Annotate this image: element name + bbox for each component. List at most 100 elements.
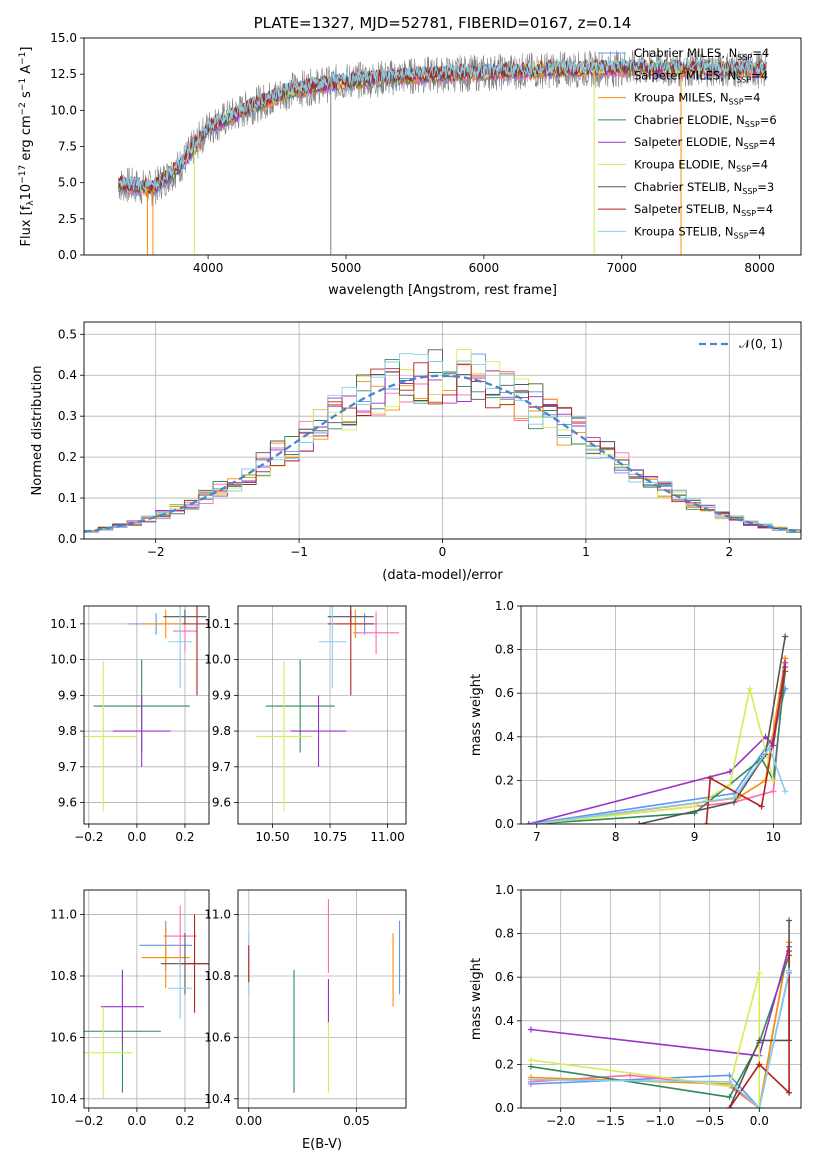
age-vs-Z-ytick-label: 9.8: [58, 724, 77, 738]
age-vs-Z-xtick-label: 0.2: [175, 830, 194, 844]
weight-vs-age-marker: [525, 821, 532, 824]
legend-sub: SSP: [741, 209, 756, 218]
spectrum-xtick-label: 5000: [331, 261, 362, 275]
weight-vs-Z-plot-area: [527, 917, 793, 1108]
spectrum-frame: [83, 37, 802, 256]
spectrum-xtick-label: 4000: [193, 261, 224, 275]
age-vs-Z-background: [84, 606, 209, 824]
residuals-ylabel: Normed distribution: [30, 366, 45, 496]
mass-vs-Z-background: [84, 890, 209, 1108]
legend-sub: SSP: [744, 142, 759, 151]
age-vs-mass-ytick-label: 9.6: [212, 796, 231, 810]
legend-name: Chabrier ELODIE, N: [634, 113, 745, 127]
spectrum-xtick-label: 6000: [469, 261, 500, 275]
spectrum-ytick-label: 0.0: [58, 248, 77, 262]
weight-vs-Z-marker: [726, 1072, 733, 1079]
mass-vs-EBV-ytick-label: 10.4: [204, 1092, 231, 1106]
mass-vs-EBV-ytick-label: 10.8: [204, 969, 231, 983]
weight-vs-Z-ytick-label: 0.4: [495, 1014, 514, 1028]
mass-vs-EBV-ytick-label: 11.0: [204, 908, 231, 922]
age-vs-Z-xtick-label: 0.0: [127, 830, 146, 844]
age-vs-Z-ytick-label: 9.7: [58, 760, 77, 774]
weight-vs-Z-xtick-label: −2.0: [546, 1114, 575, 1128]
age-vs-mass-axes: 9.6 9.7 9.8 9.9 10.0 10.1: [204, 605, 407, 828]
mass-vs-EBV-xtick-label: 0.00: [235, 1114, 262, 1128]
weight-vs-age-ytick-label: 0.0: [495, 817, 514, 831]
legend-tail: =4: [751, 68, 768, 82]
legend-tail: =6: [760, 113, 777, 127]
spectrum-plot-area: [118, 49, 767, 255]
age-vs-mass-ytick-label: 10.0: [204, 653, 231, 667]
spectrum-title: PLATE=1327, MJD=52781, FIBERID=0167, z=0…: [254, 14, 632, 32]
weight-vs-age-xtick-label: 7: [533, 830, 541, 844]
mass-vs-EBV-plot-area: [248, 899, 401, 1093]
spectrum-xtick-label: 7000: [606, 261, 637, 275]
weight-vs-Z-axes: 0.0 0.2 0.4 0.6 0.8 1.0: [495, 883, 802, 1115]
legend-tail: =4: [756, 202, 773, 216]
residuals-ytick-label: 0.3: [58, 409, 77, 423]
weight-vs-Z-marker: [786, 948, 793, 955]
mass-vs-Z-xtick-label: 0.0: [127, 1114, 146, 1128]
weight-vs-age-marker: [778, 690, 785, 697]
weight-vs-age-xtick-label: 10: [766, 830, 781, 844]
weight-vs-Z-marker: [527, 1063, 534, 1070]
weight-vs-Z-marker: [756, 969, 763, 976]
spectrum-legend-label-2: Kroupa MILES, NSSP=4: [634, 91, 760, 107]
legend-sub: SSP: [729, 98, 744, 107]
residuals-ytick-label: 0.0: [58, 532, 77, 546]
age-vs-Z-ytick-label: 10.1: [50, 617, 77, 631]
residuals-xtick-label: 2: [725, 545, 733, 559]
age-vs-mass-frame: [237, 605, 407, 825]
spectrum-model-line-7: [118, 58, 767, 194]
weight-vs-age-marker: [770, 777, 777, 784]
residuals-ytick-label: 0.5: [58, 327, 77, 341]
weight-vs-Z-line-7: [728, 951, 790, 1108]
weight-vs-age-marker: [758, 803, 765, 810]
weight-vs-age-marker: [691, 803, 698, 810]
spectrum-legend-label-0: Chabrier MILES, NSSP=4: [634, 46, 769, 62]
weight-vs-age-frame: [520, 605, 802, 825]
mass-vs-Z-ytick-label: 11.0: [50, 908, 77, 922]
weight-vs-Z-ytick-label: 0.6: [495, 970, 514, 984]
residuals-ytick-label: 0.1: [58, 491, 77, 505]
weight-vs-Z-marker: [756, 1037, 763, 1044]
weight-vs-age-marker: [782, 664, 789, 671]
legend-sub: SSP: [736, 75, 751, 84]
legend-name: Kroupa ELODIE, N: [634, 158, 736, 172]
spectrum-legend-label-1: Salpeter MILES, NSSP=4: [634, 68, 768, 84]
mass-vs-Z-ytick-label: 10.8: [50, 969, 77, 983]
weight-vs-age-plot-area: [525, 633, 789, 824]
mass-vs-EBV-ytick-label: 10.6: [204, 1030, 231, 1044]
weight-vs-Z-xtick-label: 0.0: [750, 1114, 769, 1128]
spectrum-ylabel: Flux [fλ10−17 erg cm−2 s−1 A−1]: [18, 47, 36, 247]
spectrum-model-line-8: [118, 57, 767, 192]
legend-name: Salpeter MILES, N: [634, 68, 736, 82]
spectrum-ytick-label: 2.5: [58, 212, 77, 226]
spectrum-axes: 0.0 2.5 5.0 7.5 10.0 12.5 15.0: [50, 31, 802, 262]
weight-vs-age-marker: [636, 821, 643, 824]
age-vs-Z-plot-area: [84, 606, 209, 812]
legend-sub: SSP: [734, 231, 749, 240]
weight-vs-Z-frame: [520, 889, 802, 1109]
age-vs-Z-ytick-label: 10.0: [50, 653, 77, 667]
legend-tail: =4: [751, 158, 768, 172]
age-vs-mass-xtick-label: 10.50: [255, 830, 289, 844]
residuals-ytick-label: 0.4: [58, 368, 77, 382]
mass-vs-EBV-frame: [237, 889, 407, 1109]
residuals-ytick-label: 0.2: [58, 450, 77, 464]
weight-vs-age-marker: [782, 788, 789, 795]
age-vs-mass-ytick-label: 9.7: [212, 760, 231, 774]
residuals-axes: 0.0 0.1 0.2 0.3 0.4 0.5: [58, 321, 802, 546]
spectrum-ytick-label: 5.0: [58, 176, 77, 190]
weight-vs-Z-ylabel: mass weight: [469, 958, 484, 1040]
mass-vs-Z-ytick-label: 10.4: [50, 1092, 77, 1106]
residuals-xtick-label: −2: [147, 545, 165, 559]
weight-vs-Z-ytick-label: 1.0: [495, 883, 514, 897]
legend-sub: SSP: [742, 187, 757, 196]
weight-vs-Z-marker: [527, 1076, 534, 1083]
age-vs-Z-axes: 9.6 9.7 9.8 9.9 10.0 10.1: [50, 605, 210, 828]
mass-vs-Z-axes: 10.4 10.6 10.8 11.0: [50, 889, 210, 1112]
weight-vs-age-marker: [529, 821, 536, 824]
weight-vs-Z-ytick-label: 0.0: [495, 1101, 514, 1115]
